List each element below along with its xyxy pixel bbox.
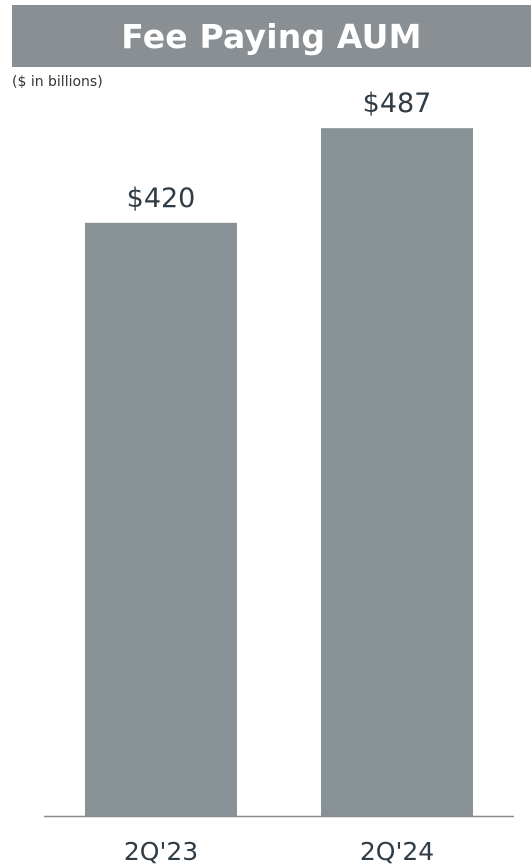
x-tick-label-1: 2Q'24 bbox=[360, 837, 434, 865]
bar-0 bbox=[85, 222, 237, 817]
bar-group bbox=[85, 128, 473, 817]
chart-title: Fee Paying AUM bbox=[121, 16, 422, 56]
label-group: $420 2Q'23 $487 2Q'24 bbox=[124, 88, 434, 865]
data-label-0: $420 bbox=[127, 183, 196, 214]
data-label-1: $487 bbox=[363, 88, 432, 119]
bar-1 bbox=[321, 128, 473, 816]
title-banner: Fee Paying AUM bbox=[12, 5, 531, 67]
x-tick-label-0: 2Q'23 bbox=[124, 837, 198, 865]
chart-subtitle: ($ in billions) bbox=[12, 74, 103, 90]
